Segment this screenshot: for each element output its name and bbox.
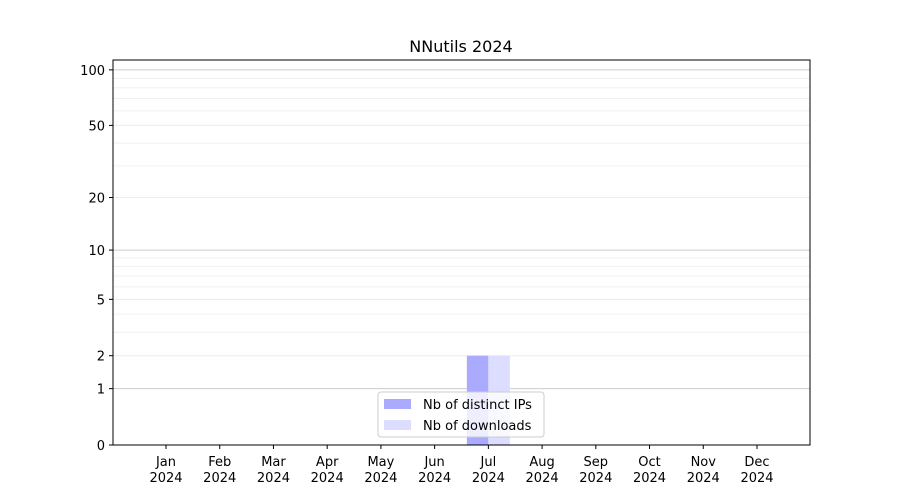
legend-swatch (384, 399, 411, 409)
x-tick-label: Jul 2024 (472, 455, 505, 486)
x-tick-label: Sep 2024 (579, 455, 612, 486)
y-tick-label: 100 (80, 64, 105, 79)
y-tick-label: 2 (97, 350, 105, 365)
y-tick-label: 1 (97, 383, 105, 398)
legend-label: Nb of distinct IPs (423, 398, 532, 413)
x-tick-label: Dec 2024 (740, 455, 773, 486)
y-tick-label: 5 (97, 293, 105, 308)
x-tick-label: Apr 2024 (311, 455, 344, 486)
plot-frame (112, 59, 811, 446)
x-tick-label: Mar 2024 (257, 455, 290, 486)
chart-title: NNutils 2024 (409, 37, 512, 56)
legend-swatch (384, 420, 411, 430)
x-tick-label: Oct 2024 (633, 455, 666, 486)
legend: Nb of distinct IPs Nb of downloads (377, 391, 545, 438)
y-tick-label: 0 (97, 439, 105, 454)
legend-box (377, 391, 545, 438)
y-tick-label: 20 (88, 192, 105, 207)
y-tick-label: 10 (88, 244, 105, 259)
x-tick-label: May 2024 (364, 455, 397, 486)
legend-label: Nb of downloads (423, 419, 532, 434)
x-tick-label: Jun 2024 (418, 455, 451, 486)
x-tick-label: Aug 2024 (526, 455, 559, 486)
x-tick-label: Feb 2024 (203, 455, 236, 486)
x-tick-label: Nov 2024 (687, 455, 720, 486)
y-tick-label: 50 (88, 119, 105, 134)
x-tick-label: Jan 2024 (149, 455, 182, 486)
